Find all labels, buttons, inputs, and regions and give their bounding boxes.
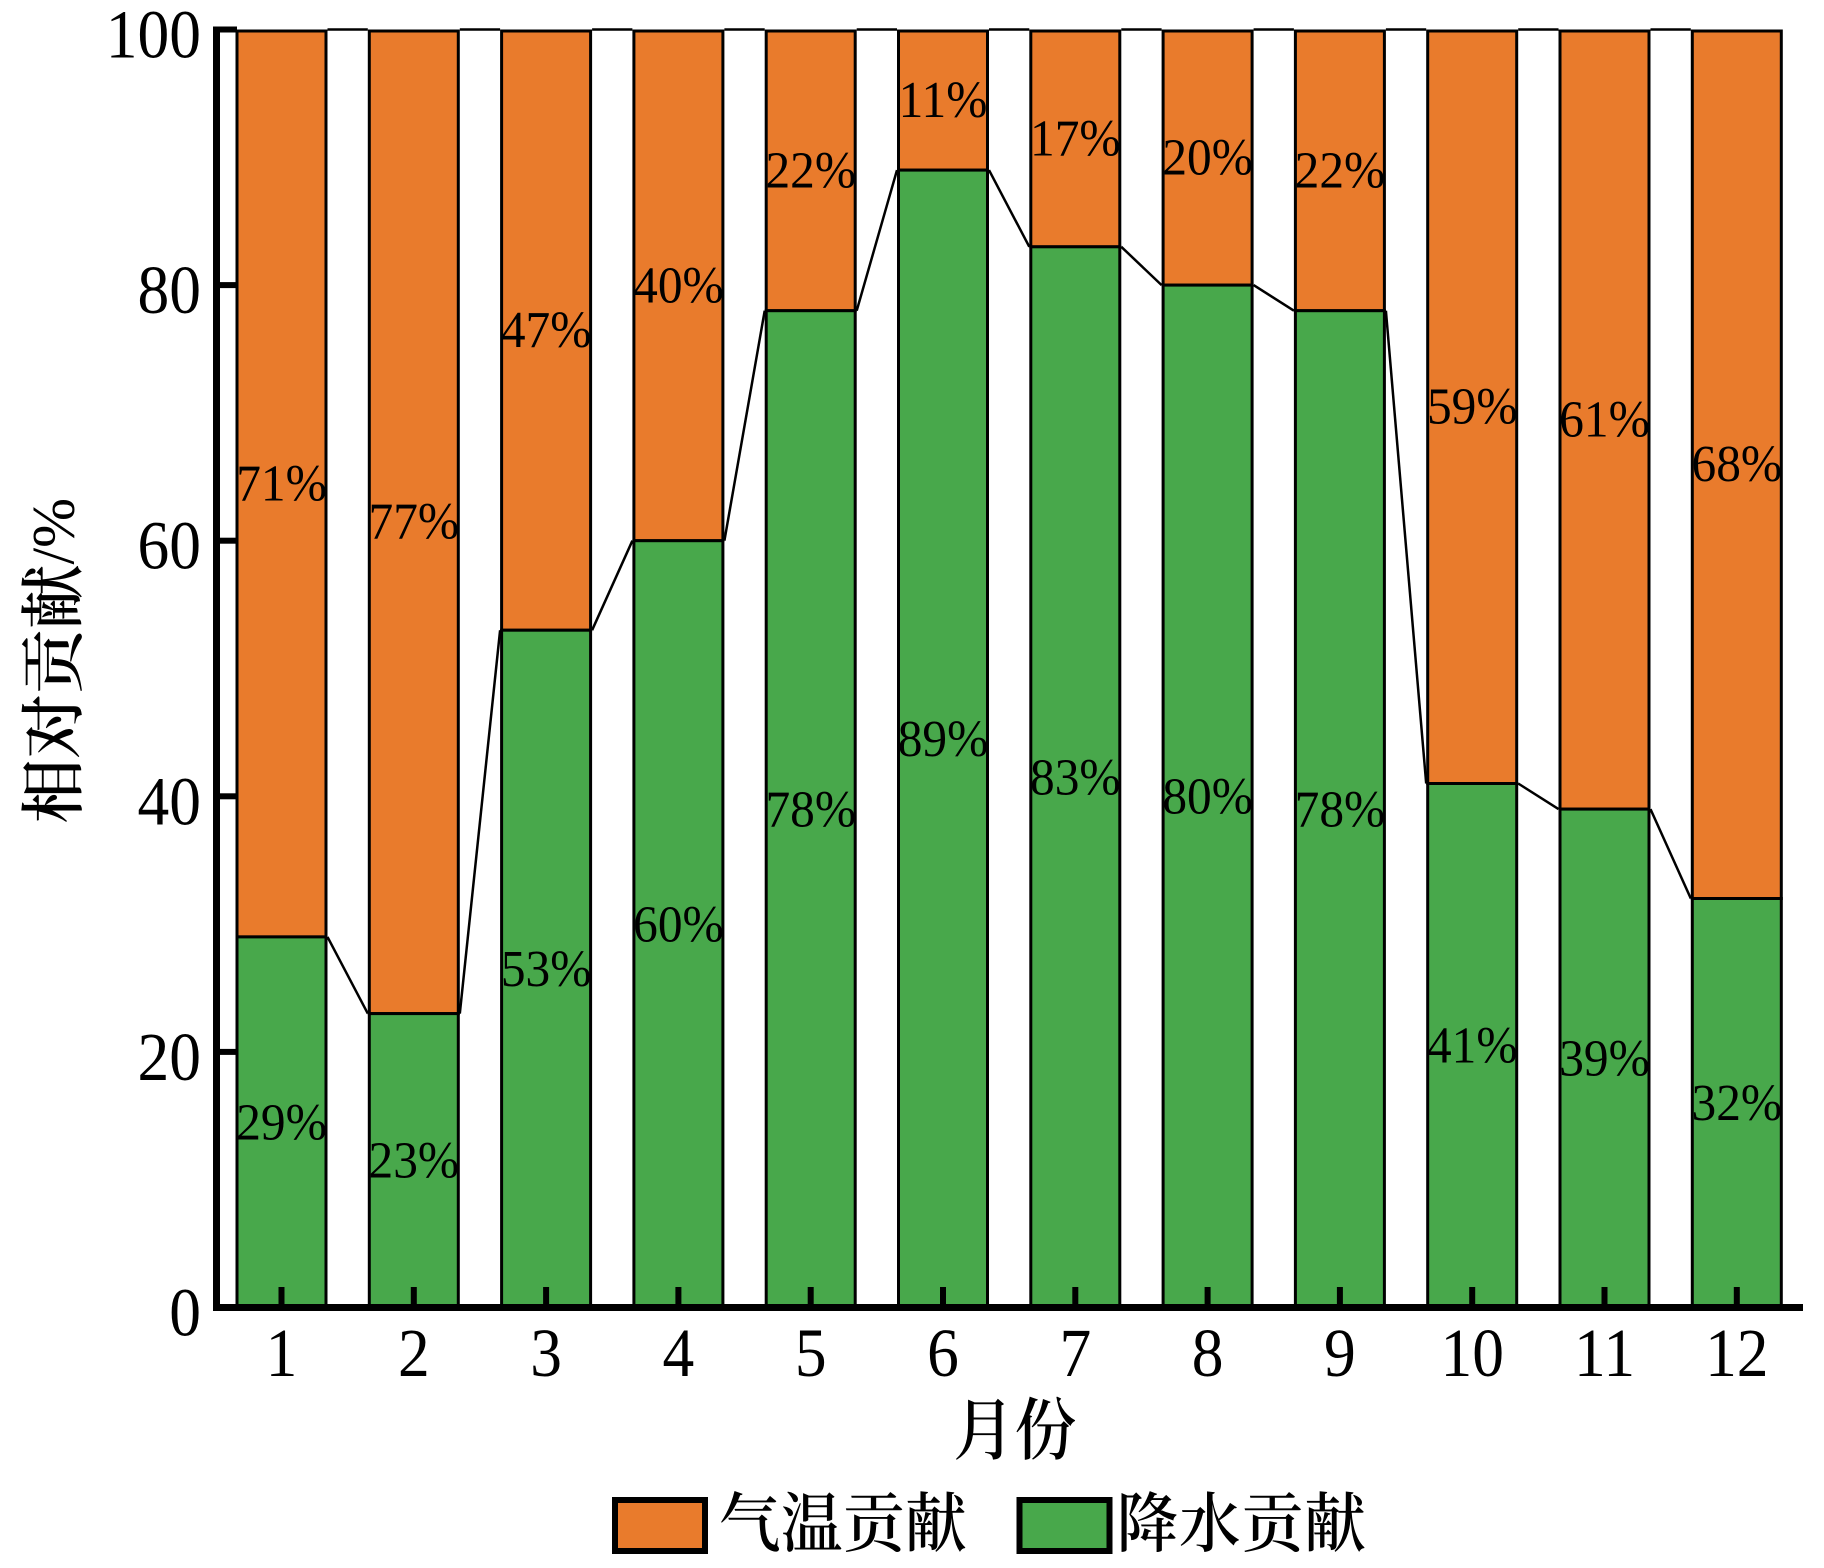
svg-text:100: 100 bbox=[106, 0, 201, 73]
svg-text:7: 7 bbox=[1059, 1316, 1091, 1392]
svg-text:40: 40 bbox=[138, 764, 201, 840]
svg-text:80%: 80% bbox=[1162, 767, 1253, 824]
svg-text:10: 10 bbox=[1440, 1316, 1503, 1392]
svg-text:29%: 29% bbox=[236, 1093, 327, 1150]
svg-text:77%: 77% bbox=[369, 493, 460, 550]
svg-text:0: 0 bbox=[169, 1275, 201, 1351]
svg-text:3: 3 bbox=[530, 1316, 562, 1392]
svg-text:39%: 39% bbox=[1559, 1029, 1650, 1086]
svg-text:1: 1 bbox=[266, 1316, 298, 1392]
svg-text:2: 2 bbox=[398, 1316, 430, 1392]
svg-text:78%: 78% bbox=[765, 780, 856, 837]
svg-text:83%: 83% bbox=[1030, 748, 1121, 805]
svg-text:78%: 78% bbox=[1295, 780, 1386, 837]
svg-text:/%: /% bbox=[20, 498, 86, 565]
svg-text:6: 6 bbox=[927, 1316, 959, 1392]
svg-text:68%: 68% bbox=[1692, 435, 1783, 492]
svg-text:12: 12 bbox=[1705, 1316, 1768, 1392]
svg-text:22%: 22% bbox=[765, 141, 856, 198]
svg-text:60%: 60% bbox=[633, 895, 724, 952]
svg-text:53%: 53% bbox=[501, 940, 592, 997]
svg-text:32%: 32% bbox=[1692, 1074, 1783, 1131]
svg-text:47%: 47% bbox=[501, 301, 592, 358]
svg-text:71%: 71% bbox=[236, 454, 327, 511]
svg-text:60: 60 bbox=[138, 508, 201, 584]
svg-text:17%: 17% bbox=[1030, 109, 1121, 166]
svg-text:9: 9 bbox=[1324, 1316, 1356, 1392]
svg-text:5: 5 bbox=[795, 1316, 827, 1392]
svg-text:11%: 11% bbox=[899, 71, 988, 128]
svg-text:20%: 20% bbox=[1162, 128, 1253, 185]
svg-text:89%: 89% bbox=[898, 710, 989, 767]
svg-text:59%: 59% bbox=[1427, 378, 1518, 435]
svg-text:11: 11 bbox=[1574, 1316, 1635, 1392]
svg-text:20: 20 bbox=[138, 1020, 201, 1096]
svg-text:41%: 41% bbox=[1427, 1017, 1518, 1074]
svg-text:8: 8 bbox=[1192, 1316, 1224, 1392]
svg-text:23%: 23% bbox=[369, 1132, 460, 1189]
svg-text:40%: 40% bbox=[633, 256, 724, 313]
svg-text:61%: 61% bbox=[1559, 390, 1650, 447]
svg-text:80: 80 bbox=[138, 253, 201, 329]
svg-text:4: 4 bbox=[663, 1316, 695, 1392]
svg-text:22%: 22% bbox=[1295, 141, 1386, 198]
